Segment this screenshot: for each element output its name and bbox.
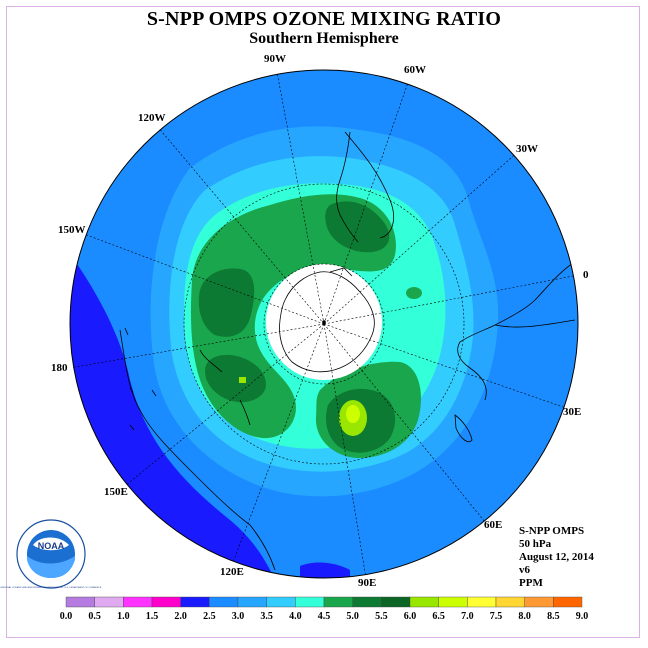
info-version: v6 bbox=[519, 564, 530, 576]
info-panel: S-NPP OMPS 50 hPa August 12, 2014 v6 PPM bbox=[519, 525, 594, 590]
colorbar-tick-label: 0.5 bbox=[88, 611, 101, 622]
colorbar-tick-label: 4.5 bbox=[318, 611, 331, 622]
lon-label-60e: 60E bbox=[484, 519, 502, 531]
colorbar-tick-label: 6.5 bbox=[432, 611, 445, 622]
colorbar-tick-label: 2.0 bbox=[174, 611, 187, 622]
lon-label-60w: 60W bbox=[404, 64, 426, 76]
colorbar-segment bbox=[467, 596, 497, 608]
info-date: August 12, 2014 bbox=[519, 551, 594, 563]
colorbar-segment bbox=[266, 596, 296, 608]
colorbar-tick-label: 3.5 bbox=[260, 611, 273, 622]
map-subtitle: Southern Hemisphere bbox=[249, 30, 399, 47]
frame-border bbox=[6, 6, 640, 638]
map-title: S-NPP OMPS OZONE MIXING RATIO bbox=[146, 8, 502, 30]
madagascar-coast bbox=[454, 414, 473, 443]
colorbar-segment bbox=[123, 596, 153, 608]
lon-label-90e: 90E bbox=[358, 577, 376, 589]
colorbar-segment bbox=[65, 596, 95, 608]
colorbar-tick-label: 6.0 bbox=[404, 611, 417, 622]
graticule bbox=[70, 70, 578, 578]
australia-coast bbox=[119, 329, 276, 571]
coastlines bbox=[119, 131, 578, 571]
info-level: 50 hPa bbox=[519, 538, 552, 550]
colorbar-segment bbox=[381, 596, 411, 608]
colorbar-tick-label: 1.0 bbox=[117, 611, 130, 622]
lon-label-90w: 90W bbox=[264, 53, 286, 65]
lon-label-30w: 30W bbox=[516, 143, 538, 155]
pole-dot bbox=[322, 320, 326, 324]
colorbar-tick-label: 0.0 bbox=[60, 611, 73, 622]
lon-label-0: 0 bbox=[583, 269, 589, 281]
noaa-logo: NOAA NATIONAL OCEANIC AND ATMOSPHERIC AD… bbox=[1, 519, 102, 589]
colorbar-tick-label: 7.0 bbox=[461, 611, 474, 622]
lon-label-150w: 150W bbox=[58, 224, 86, 236]
colorbar-segment bbox=[209, 596, 239, 608]
colorbar-segment bbox=[94, 596, 124, 608]
colorbar-segment bbox=[553, 596, 583, 608]
colorbar-tick-label: 7.5 bbox=[490, 611, 503, 622]
colorbar-segment bbox=[438, 596, 468, 608]
colorbar-tick-label: 5.5 bbox=[375, 611, 388, 622]
islands-coast bbox=[124, 327, 157, 431]
colorbar-tick-label: 9.0 bbox=[576, 611, 589, 622]
colorbar-tick-label: 4.0 bbox=[289, 611, 302, 622]
colorbar-segment bbox=[352, 596, 382, 608]
lon-label-120w: 120W bbox=[138, 112, 166, 124]
noaa-logo-wordmark: NOAA bbox=[38, 541, 65, 551]
field-maximum-east-core bbox=[346, 405, 360, 423]
colorbar-segment bbox=[524, 596, 554, 608]
antarctica-coast bbox=[279, 267, 375, 373]
colorbar-segment bbox=[495, 596, 525, 608]
noaa-logo-ring-text: NATIONAL OCEANIC AND ATMOSPHERIC ADMINIS… bbox=[1, 586, 102, 589]
lon-label-30e: 30E bbox=[563, 406, 581, 418]
colorbar-tick-label: 8.0 bbox=[518, 611, 531, 622]
field-maximum-sw bbox=[239, 377, 246, 383]
colorbar-tick-label: 2.5 bbox=[203, 611, 216, 622]
field-green-spot bbox=[406, 287, 422, 299]
field-deep-blue-south bbox=[300, 562, 350, 578]
lon-label-120e: 120E bbox=[220, 566, 244, 578]
info-units: PPM bbox=[519, 577, 543, 589]
colorbar-tick-label: 8.5 bbox=[547, 611, 560, 622]
field-dark-green-sw bbox=[205, 354, 266, 403]
map-boundary bbox=[69, 69, 579, 579]
lon-label-150e: 150E bbox=[104, 486, 128, 498]
africa-coast bbox=[457, 259, 578, 401]
colorbar-tick-label: 1.5 bbox=[146, 611, 159, 622]
south-america-coast bbox=[336, 131, 394, 243]
info-instrument: S-NPP OMPS bbox=[519, 525, 585, 537]
colorbar-segment bbox=[237, 596, 267, 608]
colorbar-tick-label: 5.0 bbox=[346, 611, 359, 622]
colorbar-segment bbox=[323, 596, 353, 608]
lon-label-180: 180 bbox=[51, 362, 68, 374]
colorbar-segment bbox=[295, 596, 325, 608]
field-dark-green-north bbox=[325, 201, 390, 253]
field-dark-green-west bbox=[198, 268, 255, 337]
new-zealand-coast bbox=[199, 349, 251, 426]
colorbar-segment bbox=[151, 596, 181, 608]
colorbar-tick-label: 3.0 bbox=[232, 611, 245, 622]
colorbar-segment bbox=[180, 596, 210, 608]
colorbar-segment bbox=[409, 596, 439, 608]
